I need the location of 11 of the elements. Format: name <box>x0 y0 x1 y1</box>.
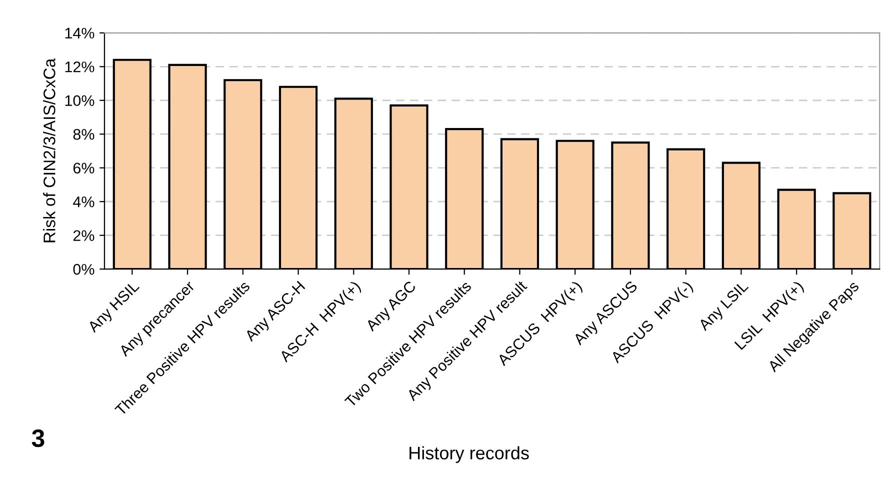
text: 3 <box>32 429 44 448</box>
y-tick-label: 12% <box>65 62 94 72</box>
x-axis-title: History records <box>410 446 529 464</box>
y-axis-title: Risk of CIN2/3/AIS/CxCa <box>43 58 56 242</box>
y-tick-label: 10% <box>65 95 94 106</box>
y-tick-label: 14% <box>65 28 94 39</box>
y-tick-label: 8% <box>73 128 94 140</box>
y-tick-label: 2% <box>73 230 94 241</box>
y-tick-label: 6% <box>73 162 94 174</box>
y-tick-label: 4% <box>73 196 94 208</box>
y-tick-label: 0% <box>73 264 94 275</box>
